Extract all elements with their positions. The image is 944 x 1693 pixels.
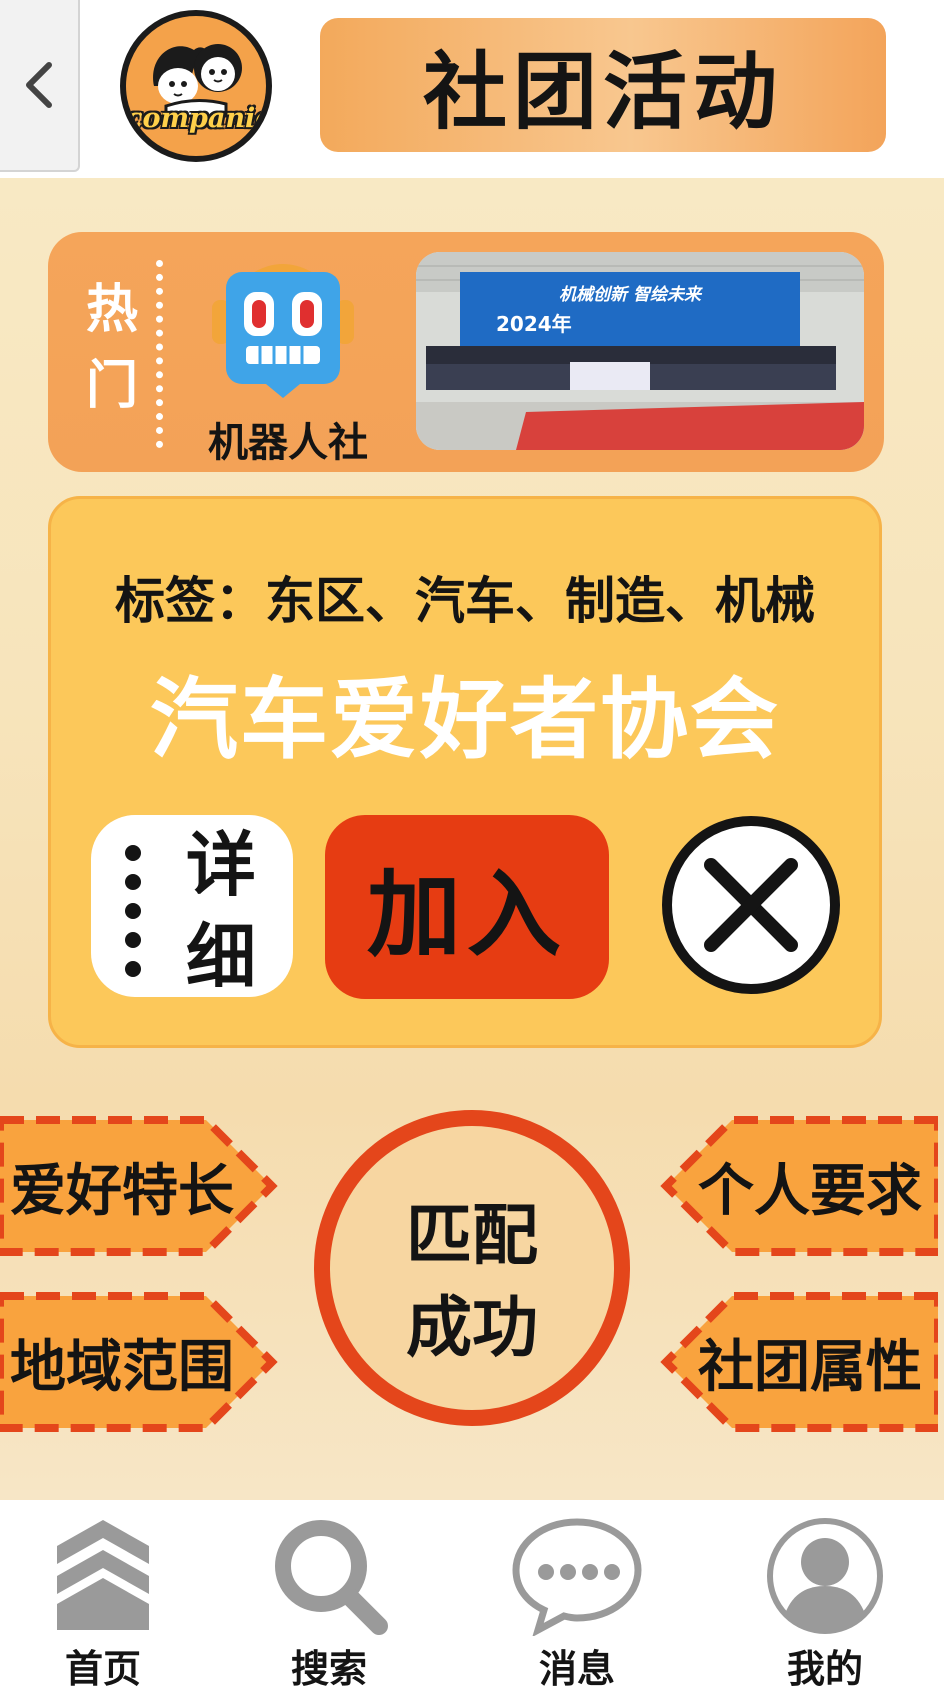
hot-club-name: 机器人社 [208, 420, 368, 466]
detail-label: 详细 [186, 824, 256, 998]
nav-profile-label: 我的 [786, 1647, 863, 1691]
nav-messages[interactable]: 消息 [474, 1500, 680, 1691]
match-label-line1: 匹配 [406, 1197, 538, 1274]
nav-home[interactable]: 首页 [0, 1500, 206, 1691]
chat-bubble-icon [512, 1518, 642, 1636]
page-title: 社团活动 [422, 42, 783, 141]
tag-personal-requirement-label: 个人要求 [698, 1158, 922, 1224]
close-circle-icon[interactable] [659, 813, 843, 997]
bottom-nav: 首页 搜索 消息 我的 [0, 1500, 944, 1691]
match-label: 匹配 成功 [330, 1190, 614, 1374]
club-name: 汽车爱好者协会 [149, 668, 780, 771]
tag-club-attribute-label: 社团属性 [698, 1334, 922, 1400]
tag-hobby-label: 爱好特长 [10, 1158, 234, 1224]
robot-icon [212, 264, 354, 398]
logo-text: companion [126, 103, 272, 134]
hot-label: 热门 [86, 280, 139, 416]
companion-logo: companion [120, 10, 272, 162]
join-label: 加入 [366, 861, 567, 970]
search-icon [275, 1520, 388, 1635]
nav-messages-label: 消息 [538, 1647, 615, 1691]
nav-profile[interactable]: 我的 [722, 1500, 928, 1691]
chevron-left-icon [26, 62, 52, 108]
back-button[interactable] [0, 0, 80, 172]
tag-club-attribute[interactable]: 社团属性 [658, 1292, 938, 1432]
club-card: 标签：东区、汽车、制造、机械 汽车爱好者协会 详细 加入 [48, 496, 882, 1048]
hot-club-card[interactable]: 热门 机器人社 机械创新 智绘未来 2024年 [48, 232, 884, 472]
tag-region-label: 地域范围 [10, 1334, 234, 1400]
vertical-dots-icon [125, 845, 145, 977]
match-success-button[interactable]: 匹配 成功 [314, 1110, 630, 1426]
tag-arrow-right-shape [0, 1292, 278, 1432]
tag-region[interactable]: 地域范围 [0, 1292, 280, 1432]
nav-search-label: 搜索 [290, 1647, 367, 1691]
photo-banner-line1: 机械创新 智绘未来 [559, 285, 701, 305]
user-avatar-icon [767, 1518, 883, 1634]
club-tags: 标签：东区、汽车、制造、机械 [115, 572, 815, 630]
page-title-bar: 社团活动 [320, 18, 886, 152]
club-photo: 机械创新 智绘未来 2024年 [416, 252, 864, 450]
tag-hobby[interactable]: 爱好特长 [0, 1116, 280, 1256]
tag-arrow-left-shape [660, 1116, 938, 1256]
nav-home-label: 首页 [64, 1647, 141, 1691]
tag-arrow-left-shape [660, 1292, 938, 1432]
join-button[interactable]: 加入 [325, 815, 609, 999]
dotted-divider [156, 260, 163, 448]
nav-search[interactable]: 搜索 [226, 1500, 432, 1691]
detail-button[interactable]: 详细 [91, 815, 293, 998]
tag-arrow-right-shape [0, 1116, 278, 1256]
photo-banner-year: 2024年 [496, 312, 572, 336]
match-label-line2: 成功 [406, 1289, 538, 1366]
home-chevrons-icon [57, 1520, 149, 1630]
tag-personal-requirement[interactable]: 个人要求 [658, 1116, 938, 1256]
